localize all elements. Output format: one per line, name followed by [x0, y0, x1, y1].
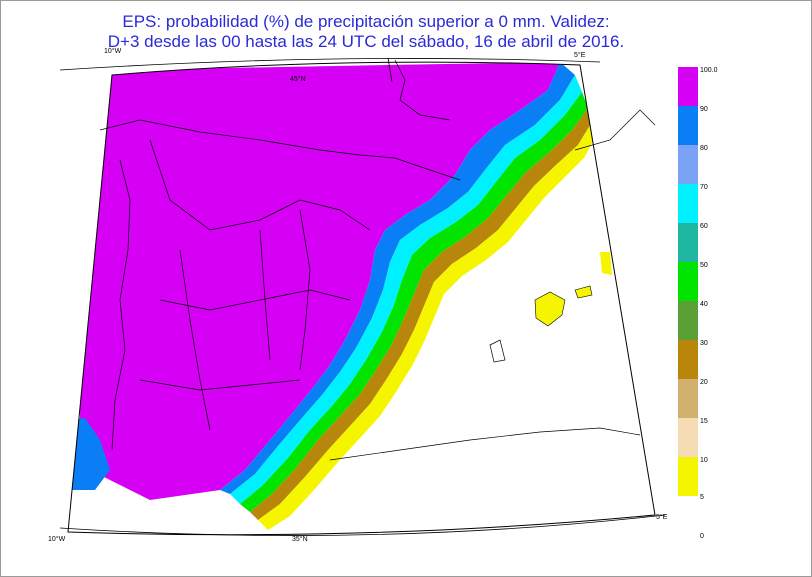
- legend-swatch-15-20: [678, 379, 698, 418]
- probability-band-80-90: [220, 62, 575, 494]
- graticule-label-lat-bottom: 35°N: [292, 536, 308, 543]
- legend-swatch-70-80: [678, 145, 698, 184]
- probability-band-5-15: [258, 122, 596, 530]
- legend-tick-20: 20: [700, 379, 708, 386]
- legend-swatch-80-90: [678, 106, 698, 145]
- graticule-label-lon-bottom-left: 10°W: [48, 536, 66, 543]
- legend-tick-60: 60: [700, 223, 708, 230]
- legend-swatch-60-70: [678, 184, 698, 223]
- probability-band-80-90-atlantic: [68, 418, 110, 490]
- legend-tick-100: 100.0: [700, 67, 718, 74]
- graticule-label-lon-top-left: 10°W: [104, 48, 122, 55]
- legend-swatch-5-10: [678, 457, 698, 496]
- legend-swatch-90-100: [678, 67, 698, 106]
- legend-tick-50: 50: [700, 262, 708, 269]
- coastlines-and-borders: [99, 59, 656, 461]
- menorca-island: [574, 285, 593, 299]
- probability-band-60-80: [230, 75, 582, 504]
- legend-swatch-10-15: [678, 418, 698, 457]
- legend-tick-70: 70: [700, 184, 708, 191]
- legend-tick-30: 30: [700, 340, 708, 347]
- legend-swatch-40-50: [678, 262, 698, 301]
- legend-swatch-50-60: [678, 223, 698, 262]
- graticule-lines: [59, 57, 666, 536]
- legend-tick-40: 40: [700, 301, 708, 308]
- legend-tick-5: 5: [700, 494, 704, 501]
- legend-tick-80: 80: [700, 145, 708, 152]
- legend-swatch-20-30: [678, 340, 698, 379]
- legend-tick-0: 0: [700, 533, 704, 540]
- probability-band-90-100: [80, 62, 560, 500]
- graticule-label-lon-top-right: 5°E: [574, 52, 586, 59]
- color-scale-legend: [678, 67, 698, 496]
- map-title-line2: D+3 desde las 00 hasta las 24 UTC del sá…: [107, 32, 625, 51]
- mallorca-island: [534, 291, 566, 327]
- graticule-label-lon-bottom-right: 5°E: [656, 514, 668, 521]
- graticule-label-lat-top: 45°N: [290, 76, 306, 83]
- legend-tick-15: 15: [700, 418, 708, 425]
- legend-tick-90: 90: [700, 106, 708, 113]
- probability-band-40-60: [240, 92, 588, 512]
- legend-swatch-30-40: [678, 301, 698, 340]
- sardinia-island: [600, 252, 612, 275]
- map-title-line1: EPS: probabilidad (%) de precipitación s…: [122, 12, 610, 31]
- legend-tick-10: 10: [700, 457, 708, 464]
- probability-band-15-40: [250, 108, 592, 520]
